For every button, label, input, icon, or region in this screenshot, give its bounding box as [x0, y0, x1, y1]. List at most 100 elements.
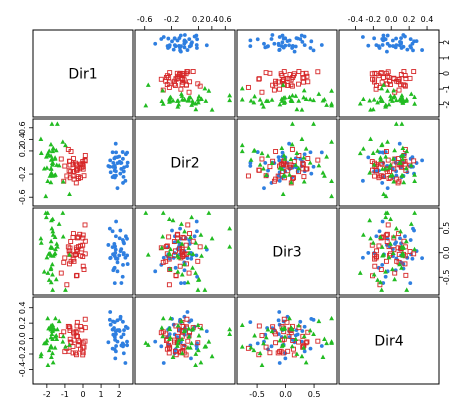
- point-Dir2-Dir3-g1-20: [300, 166, 306, 172]
- point-Dir2-Dir1-g0-23: [108, 170, 113, 175]
- point-Dir2-Dir4-g0-10: [360, 178, 365, 183]
- point-Dir1-Dir3-g0-39: [319, 43, 324, 47]
- point-Dir1-Dir3-g0-22: [280, 40, 285, 45]
- point-Dir2-Dir4-g2-27: [399, 173, 405, 178]
- point-Dir1-Dir4-g0-1: [390, 38, 395, 43]
- point-Dir3-Dir4-g2-38: [412, 210, 418, 215]
- point-Dir3-Dir2-g0-9: [153, 269, 158, 274]
- point-Dir3-Dir1-g1-30: [66, 248, 72, 254]
- point-Dir2-Dir3-g2-12: [329, 193, 334, 199]
- point-Dir4-Dir1-g1-13: [61, 329, 67, 335]
- point-Dir3-Dir2-g2-1: [179, 272, 185, 277]
- point-Dir4-Dir2-g2-15: [196, 333, 202, 338]
- point-Dir4-Dir1-g0-39: [114, 344, 119, 348]
- point-Dir4-Dir3-g1-34: [286, 333, 292, 339]
- point-Dir4-Dir2-g2-16: [175, 322, 181, 328]
- point-Dir3-Dir1-g0-32: [118, 249, 123, 253]
- point-Dir2-Dir1-g0-24: [121, 181, 125, 185]
- left-tick-label-Dir4-4: 0.4: [18, 301, 27, 314]
- point-Dir2-Dir4-g0-39: [380, 150, 385, 155]
- point-Dir3-Dir1-g0-27: [118, 228, 123, 233]
- point-Dir3-Dir1-g1-21: [58, 270, 64, 276]
- point-Dir1-Dir2-g2-37: [203, 98, 209, 103]
- point-Dir2-Dir3-g2-31: [329, 139, 334, 144]
- point-Dir4-Dir3-g0-29: [283, 356, 288, 361]
- point-Dir3-Dir4-g2-16: [403, 238, 409, 244]
- point-Dir3-Dir4-g2-35: [390, 266, 395, 272]
- point-Dir4-Dir1-g2-8: [50, 359, 56, 365]
- point-Dir1-Dir4-g0-31: [385, 33, 390, 38]
- point-Dir4-Dir3-g0-39: [319, 344, 324, 348]
- point-Dir2-Dir3-g2-29: [239, 142, 245, 148]
- point-Dir3-Dir1-g2-26: [47, 250, 53, 256]
- point-Dir4-Dir1-g2-3: [56, 318, 62, 324]
- point-Dir1-Dir2-g1-28: [187, 79, 193, 85]
- point-Dir3-Dir1-g0-14: [110, 245, 115, 249]
- point-Dir4-Dir3-g2-8: [303, 359, 309, 365]
- point-Dir2-Dir1-g0-27: [118, 171, 123, 176]
- point-Dir1-Dir3-g2-23: [248, 98, 254, 103]
- point-Dir2-Dir3-g0-3: [263, 161, 268, 165]
- point-Dir4-Dir2-g2-24: [189, 340, 195, 346]
- point-Dir1-Dir4-g0-38: [409, 45, 413, 50]
- point-Dir2-Dir1-g1-27: [78, 175, 83, 181]
- point-Dir4-Dir3-g0-24: [269, 344, 274, 349]
- point-Dir2-Dir1-g2-39: [41, 166, 47, 171]
- point-Dir4-Dir2-g2-34: [190, 327, 195, 332]
- point-Dir2-Dir1-g2-38: [45, 178, 51, 184]
- point-Dir4-Dir1-g2-34: [48, 327, 54, 332]
- point-Dir2-Dir1-g0-15: [120, 150, 125, 154]
- point-Dir1-Dir2-g2-14: [193, 101, 198, 106]
- point-Dir1-Dir3-g1-30: [285, 83, 291, 88]
- point-Dir3-Dir4-g1-37: [372, 252, 378, 258]
- point-Dir3-Dir1-g0-19: [110, 229, 115, 234]
- point-Dir3-Dir4-g2-25: [398, 228, 403, 234]
- point-Dir2-Dir3-g2-0: [294, 150, 300, 155]
- point-Dir3-Dir1-g0-35: [113, 234, 118, 239]
- point-Dir3-Dir4-g0-7: [403, 234, 407, 239]
- point-Dir1-Dir3-g1-15: [256, 76, 262, 82]
- point-Dir2-Dir3-g2-39: [261, 166, 266, 171]
- point-Dir3-Dir2-g1-28: [187, 231, 193, 237]
- point-Dir1-Dir3-g2-18: [280, 82, 286, 87]
- point-Dir4-Dir2-g0-32: [182, 314, 187, 319]
- point-Dir4-Dir1-g2-22: [38, 353, 44, 359]
- point-Dir4-Dir3-g0-27: [309, 317, 314, 321]
- point-Dir1-Dir4-g0-36: [397, 43, 402, 48]
- point-Dir4-Dir2-g0-12: [185, 310, 190, 314]
- point-Dir3-Dir1-g2-17: [54, 244, 60, 249]
- point-Dir3-Dir1-g1-16: [82, 222, 88, 228]
- point-Dir1-Dir3-g2-10: [251, 100, 257, 105]
- point-Dir4-Dir1-g2-29: [63, 344, 68, 349]
- point-Dir2-Dir4-g2-0: [370, 150, 376, 155]
- point-Dir2-Dir3-g2-1: [257, 162, 263, 167]
- point-Dir4-Dir1-g0-22: [117, 328, 122, 332]
- point-Dir2-Dir3-g2-28: [301, 155, 307, 160]
- point-Dir3-Dir2-g2-20: [227, 226, 233, 231]
- point-Dir2-Dir1-g0-33: [112, 174, 116, 178]
- point-Dir2-Dir3-g0-10: [277, 178, 282, 183]
- point-Dir3-Dir2-g0-17: [173, 265, 178, 270]
- point-Dir4-Dir2-g0-9: [153, 339, 158, 344]
- point-Dir3-Dir2-g0-15: [195, 274, 200, 279]
- point-Dir3-Dir2-g2-35: [167, 266, 173, 272]
- point-Dir2-Dir4-g2-14: [357, 150, 363, 156]
- bottom-tick-label-Dir3-0: -0.5: [249, 390, 265, 399]
- point-Dir3-Dir1-g1-28: [70, 231, 76, 237]
- point-Dir4-Dir2-g2-17: [227, 326, 233, 332]
- point-Dir3-Dir1-g2-16: [48, 238, 54, 244]
- point-Dir1-Dir3-g1-38: [288, 82, 294, 88]
- point-Dir2-Dir1-g2-15: [53, 147, 59, 153]
- point-Dir3-Dir4-g2-23: [378, 279, 384, 285]
- point-Dir4-Dir2-g1-6: [180, 343, 186, 349]
- point-Dir4-Dir2-g2-37: [203, 343, 209, 349]
- point-Dir4-Dir2-g2-8: [198, 359, 204, 365]
- point-Dir3-Dir4-g0-29: [366, 251, 371, 255]
- point-Dir2-Dir1-g0-32: [118, 161, 123, 165]
- point-Dir3-Dir4-g0-10: [360, 255, 365, 260]
- point-Dir4-Dir1-g0-25: [114, 332, 118, 337]
- point-Dir1-Dir3-g1-21: [259, 89, 265, 95]
- point-Dir3-Dir1-g1-23: [82, 238, 88, 244]
- point-Dir1-Dir2-g0-31: [178, 33, 183, 38]
